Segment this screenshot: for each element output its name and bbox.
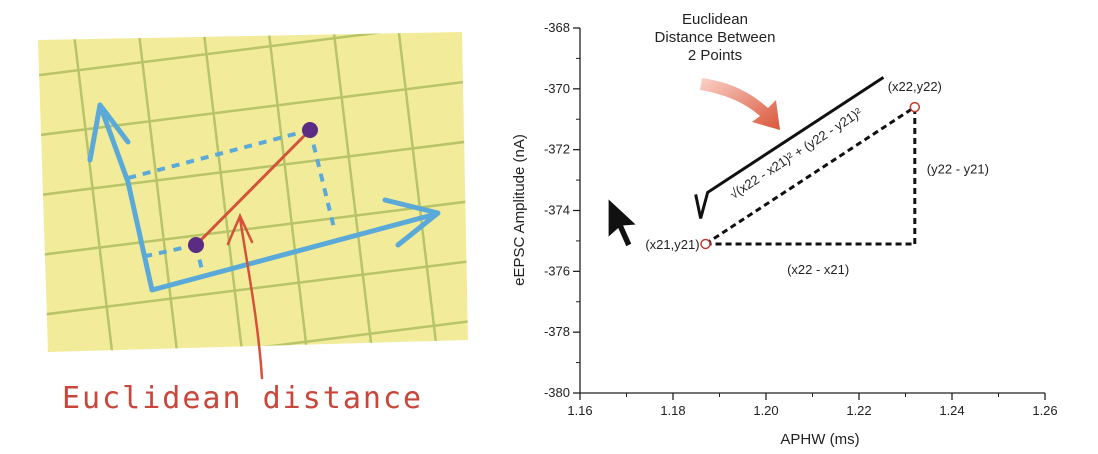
y-tick-label: -372 <box>544 142 570 157</box>
x-ticks: 1.16 1.18 1.20 1.22 1.24 1.26 <box>567 393 1058 418</box>
chart-title: Euclidean Distance Between 2 Points <box>655 11 776 64</box>
chart-title-line: 2 Points <box>688 47 742 64</box>
illustration-caption: Euclidean distance <box>62 381 423 416</box>
x-axis-title: APHW (ms) <box>780 431 859 448</box>
paper-grid <box>38 32 468 352</box>
y-tick-label: -378 <box>544 324 570 339</box>
data-point-label: (x21,y21) <box>645 237 699 252</box>
point-b <box>302 122 318 138</box>
point-a <box>188 237 204 253</box>
title-pointer-arrow <box>700 78 780 130</box>
chart-title-line: Distance Between <box>655 29 776 46</box>
euclidean-illustration: Euclidean distance <box>38 32 468 416</box>
y-tick-label: -380 <box>544 385 570 400</box>
caption-arrow <box>226 212 264 380</box>
data-point <box>909 101 921 113</box>
y-axis-title: eEPSC Amplitude (nA) <box>511 134 528 286</box>
formula-radical-sign <box>694 76 885 219</box>
axes <box>579 28 1045 394</box>
x-tick-label: 1.16 <box>567 403 592 418</box>
dy-label: (y22 - y21) <box>927 162 989 177</box>
x-tick-label: 1.26 <box>1032 403 1057 418</box>
y-ticks: -368 -370 -372 -374 -376 -378 -380 <box>544 20 580 400</box>
euclidean-chart: -368 -370 -372 -374 -376 -378 -380 1.16 1.18 1.2… <box>511 11 1058 448</box>
hypotenuse-dashed-line <box>704 105 916 246</box>
y-tick-label: -374 <box>544 203 570 218</box>
x-tick-label: 1.22 <box>846 403 871 418</box>
y-tick-label: -376 <box>544 263 570 278</box>
chart-title-line: Euclidean <box>682 11 748 28</box>
x-tick-label: 1.24 <box>939 403 964 418</box>
data-point-label: (x22,y22) <box>888 79 942 94</box>
y-tick-label: -368 <box>544 20 570 35</box>
x-tick-label: 1.20 <box>753 403 778 418</box>
data-point <box>700 238 711 250</box>
dx-label: (x22 - x21) <box>787 262 849 277</box>
y-tick-label: -370 <box>544 81 570 96</box>
distance-line <box>194 128 312 247</box>
distance-geometry: √(x22 - x21)² + (y22 - y21)²(x21,y21)(x2… <box>645 76 989 277</box>
x-tick-label: 1.18 <box>660 403 685 418</box>
illustration-axes <box>87 102 441 293</box>
mouse-cursor-icon <box>607 196 639 248</box>
